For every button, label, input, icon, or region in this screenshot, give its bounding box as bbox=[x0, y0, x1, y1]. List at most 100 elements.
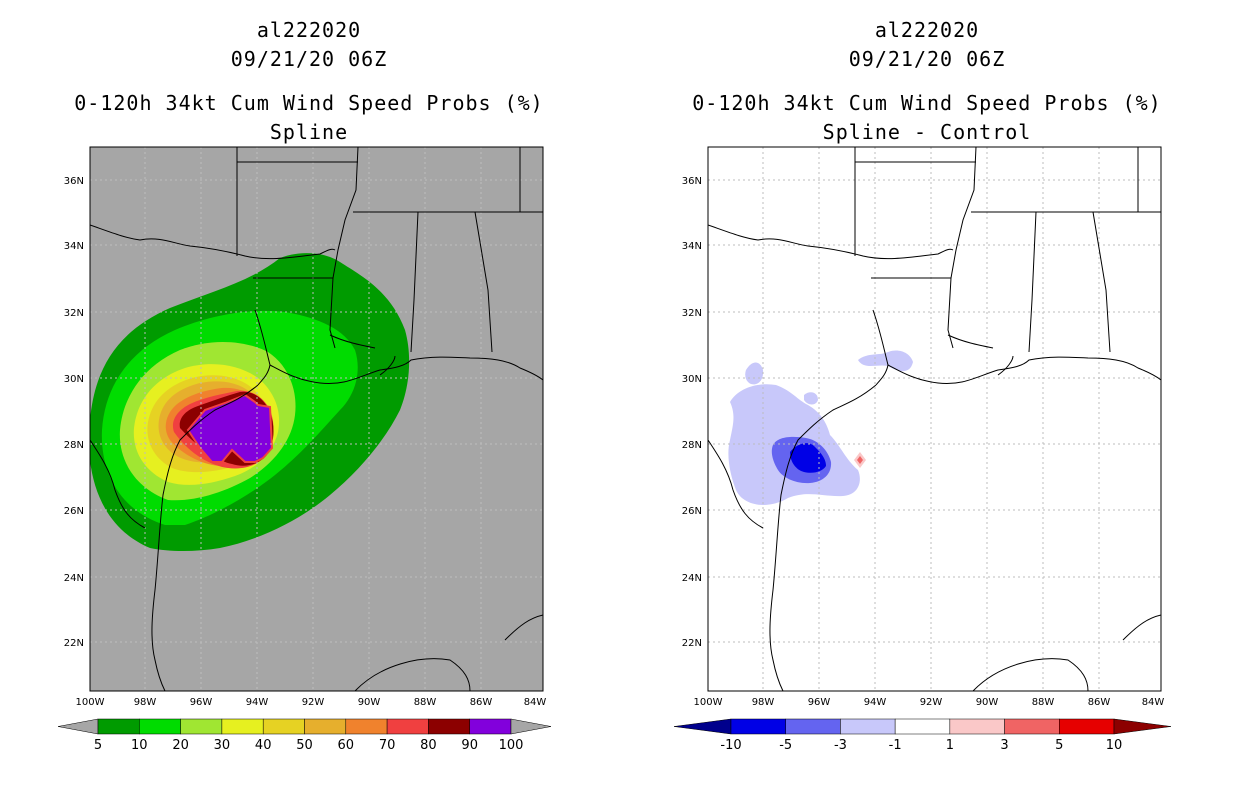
diff-neg-dark bbox=[790, 443, 826, 473]
left-colorbar-label: 5 bbox=[94, 738, 102, 753]
right-map: 36N 34N 32N 30N 28N 26N 24N 22N 100W 98W… bbox=[673, 146, 1172, 753]
right-colorbar-label: -5 bbox=[779, 738, 792, 753]
left-panel: al222020 09/21/20 06Z 0-120h 34kt Cum Wi… bbox=[57, 18, 552, 753]
lat-label: 30N bbox=[64, 374, 84, 385]
lon-label: 92W bbox=[920, 697, 943, 708]
lat-label: 22N bbox=[682, 638, 702, 649]
right-colorbar-label: -10 bbox=[720, 738, 741, 753]
left-colorbar-label: 30 bbox=[214, 738, 231, 753]
left-map: 36N 34N 32N 30N 28N 26N 24N 22N 100W 98W… bbox=[57, 146, 552, 753]
left-colorbar-swatch bbox=[221, 718, 264, 735]
right-subtitle: Spline - Control bbox=[822, 120, 1032, 144]
left-colorbar-swatch bbox=[304, 718, 347, 735]
right-panel: al222020 09/21/20 06Z 0-120h 34kt Cum Wi… bbox=[618, 0, 1236, 800]
right-colorbar-label: -1 bbox=[889, 738, 902, 753]
lat-label: 32N bbox=[682, 308, 702, 319]
left-colorbar-label: 40 bbox=[255, 738, 272, 753]
lon-label: 92W bbox=[302, 697, 325, 708]
lon-label: 94W bbox=[864, 697, 887, 708]
left-colorbar-label: 20 bbox=[172, 738, 189, 753]
left-colorbar-label: 70 bbox=[379, 738, 396, 753]
contour-100 bbox=[186, 393, 274, 463]
left-grid bbox=[90, 147, 543, 691]
lat-label: 22N bbox=[64, 638, 84, 649]
lon-label: 98W bbox=[134, 697, 157, 708]
lon-label: 100W bbox=[694, 697, 723, 708]
right-colorbar-swatch bbox=[840, 718, 896, 735]
right-lon-labels: 100W 98W 96W 94W 92W 90W 88W 86W 84W bbox=[694, 697, 1165, 708]
left-datetime: 09/21/20 06Z bbox=[230, 47, 388, 71]
left-colorbar-over-triangle bbox=[510, 718, 552, 735]
diff-neg-light bbox=[858, 350, 913, 372]
right-colorbar-swatch bbox=[894, 718, 951, 735]
left-colorbar-label: 10 bbox=[131, 738, 148, 753]
left-colorbar-swatch bbox=[386, 718, 429, 735]
lat-label: 26N bbox=[682, 506, 702, 517]
left-colorbar-swatch bbox=[262, 718, 305, 735]
left-colorbar-swatch bbox=[97, 718, 140, 735]
left-colorbar-swatch bbox=[180, 718, 223, 735]
right-colorbar-swatch bbox=[1004, 718, 1060, 735]
lat-label: 34N bbox=[64, 241, 84, 252]
right-title: 0-120h 34kt Cum Wind Speed Probs (%) bbox=[692, 91, 1162, 115]
right-colorbar-label: -3 bbox=[834, 738, 847, 753]
lon-label: 86W bbox=[1088, 697, 1111, 708]
diff-pos-medium bbox=[857, 456, 863, 464]
lat-label: 34N bbox=[682, 241, 702, 252]
left-title: 0-120h 34kt Cum Wind Speed Probs (%) bbox=[74, 91, 544, 115]
left-map-frame bbox=[89, 146, 544, 692]
lat-label: 28N bbox=[682, 440, 702, 451]
left-colorbar-swatch bbox=[345, 718, 388, 735]
lat-label: 30N bbox=[682, 374, 702, 385]
lon-label: 98W bbox=[752, 697, 775, 708]
right-colorbar-swatch bbox=[1059, 718, 1115, 735]
right-storm-id: al222020 bbox=[874, 18, 980, 42]
right-colorbar-label: 10 bbox=[1106, 738, 1123, 753]
right-colorbar-over-triangle bbox=[1113, 718, 1172, 735]
lon-label: 96W bbox=[808, 697, 831, 708]
right-grid bbox=[708, 147, 1161, 691]
left-lon-labels: 100W 98W 96W 94W 92W 90W 88W 86W 84W bbox=[76, 697, 547, 708]
right-colorbar-swatch bbox=[949, 718, 1005, 735]
left-coastline bbox=[90, 147, 543, 691]
right-colorbar-label: 5 bbox=[1055, 738, 1063, 753]
lon-label: 94W bbox=[246, 697, 269, 708]
lon-label: 84W bbox=[524, 697, 547, 708]
left-colorbar-label: 60 bbox=[338, 738, 355, 753]
left-subtitle: Spline bbox=[269, 120, 349, 144]
lon-label: 88W bbox=[1032, 697, 1055, 708]
lat-label: 36N bbox=[64, 176, 84, 187]
right-lat-labels: 36N 34N 32N 30N 28N 26N 24N 22N bbox=[682, 176, 702, 649]
right-colorbar-label: 1 bbox=[946, 738, 954, 753]
lon-label: 100W bbox=[76, 697, 105, 708]
lon-label: 90W bbox=[358, 697, 381, 708]
lon-label: 84W bbox=[1142, 697, 1165, 708]
left-colorbar-label: 90 bbox=[461, 738, 478, 753]
right-colorbar: -10 -5 -3 -1 1 3 5 10 bbox=[673, 718, 1172, 753]
right-colorbar-swatch bbox=[785, 718, 841, 735]
lat-label: 24N bbox=[682, 573, 702, 584]
left-storm-id: al222020 bbox=[256, 18, 362, 42]
left-probability-contours bbox=[90, 253, 410, 551]
diff-neg-light bbox=[745, 362, 764, 385]
lat-label: 24N bbox=[64, 573, 84, 584]
diff-neg-light bbox=[804, 392, 818, 405]
lon-label: 96W bbox=[190, 697, 213, 708]
right-colorbar-label: 3 bbox=[1000, 738, 1008, 753]
lon-label: 86W bbox=[470, 697, 493, 708]
left-colorbar-label: 80 bbox=[420, 738, 437, 753]
left-colorbar-under-triangle bbox=[57, 718, 99, 735]
right-colorbar-under-triangle bbox=[673, 718, 732, 735]
lat-label: 32N bbox=[64, 308, 84, 319]
left-colorbar-swatch bbox=[428, 718, 470, 735]
left-colorbar-label: 50 bbox=[296, 738, 313, 753]
left-colorbar: 5 10 20 30 40 50 60 70 80 90 100 bbox=[57, 718, 552, 753]
right-datetime: 09/21/20 06Z bbox=[848, 47, 1006, 71]
right-coastline bbox=[708, 147, 1161, 691]
lon-label: 88W bbox=[414, 697, 437, 708]
right-map-frame bbox=[707, 146, 1162, 692]
lat-label: 26N bbox=[64, 506, 84, 517]
left-colorbar-label: 100 bbox=[499, 738, 524, 753]
left-colorbar-swatch bbox=[469, 718, 512, 735]
left-lat-labels: 36N 34N 32N 30N 28N 26N 24N 22N bbox=[64, 176, 84, 649]
